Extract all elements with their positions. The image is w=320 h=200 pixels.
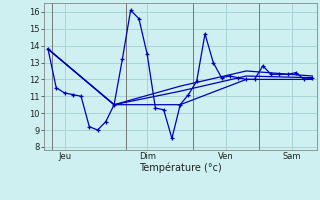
X-axis label: Température (°c): Température (°c) <box>139 162 221 173</box>
